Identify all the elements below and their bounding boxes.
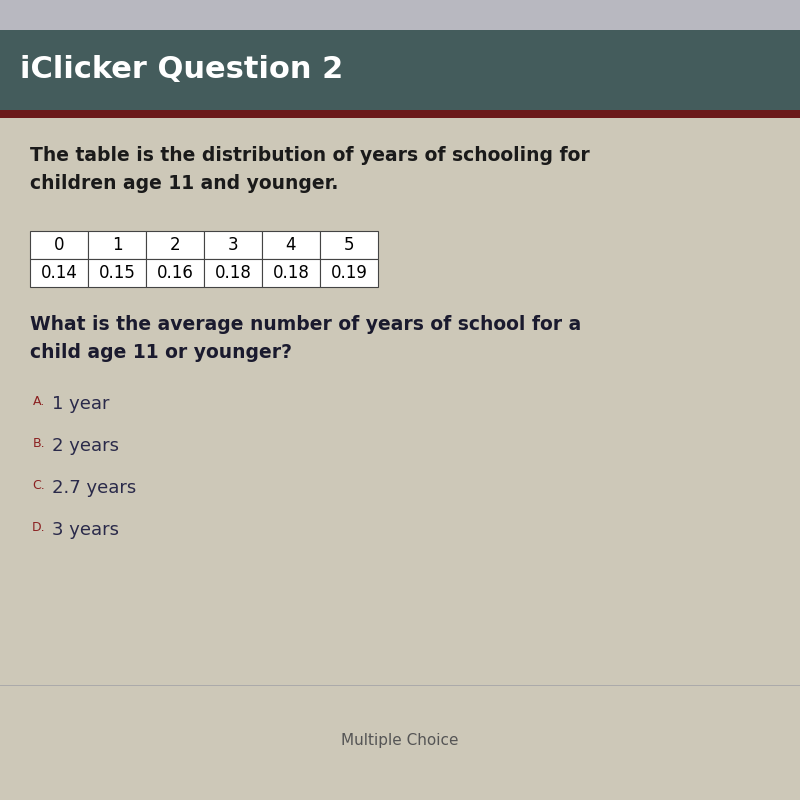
Text: 0.15: 0.15 — [98, 264, 135, 282]
Text: 0: 0 — [54, 236, 64, 254]
Text: iClicker Question 2: iClicker Question 2 — [20, 55, 343, 85]
Text: C.: C. — [32, 479, 45, 492]
Text: 1 year: 1 year — [52, 395, 110, 413]
Text: 3 years: 3 years — [52, 521, 119, 539]
Bar — [262, 231, 320, 259]
Text: D.: D. — [31, 521, 45, 534]
Bar — [30, 231, 88, 259]
Bar — [88, 259, 146, 287]
Text: A.: A. — [33, 395, 45, 408]
Text: What is the average number of years of school for a
child age 11 or younger?: What is the average number of years of s… — [30, 315, 582, 362]
Text: B.: B. — [32, 437, 45, 450]
Text: 1: 1 — [112, 236, 122, 254]
Bar — [320, 259, 378, 287]
Bar — [262, 259, 320, 287]
Text: 0.18: 0.18 — [273, 264, 310, 282]
Text: 5: 5 — [344, 236, 354, 254]
Bar — [320, 231, 378, 259]
Text: 4: 4 — [286, 236, 296, 254]
Bar — [204, 231, 262, 259]
Text: 0.14: 0.14 — [41, 264, 78, 282]
Bar — [146, 231, 204, 259]
Text: 2 years: 2 years — [52, 437, 119, 455]
Text: 2.7 years: 2.7 years — [52, 479, 136, 497]
Text: 0.16: 0.16 — [157, 264, 194, 282]
Bar — [88, 231, 146, 259]
Bar — [204, 259, 262, 287]
Text: The table is the distribution of years of schooling for
children age 11 and youn: The table is the distribution of years o… — [30, 146, 590, 193]
Text: Multiple Choice: Multiple Choice — [342, 733, 458, 747]
Bar — [146, 259, 204, 287]
Bar — [30, 259, 88, 287]
Bar — [0, 30, 800, 110]
Text: 3: 3 — [228, 236, 238, 254]
Text: 2: 2 — [170, 236, 180, 254]
Bar — [0, 0, 800, 30]
Text: 0.19: 0.19 — [330, 264, 367, 282]
Text: 0.18: 0.18 — [214, 264, 251, 282]
Bar — [0, 110, 800, 118]
